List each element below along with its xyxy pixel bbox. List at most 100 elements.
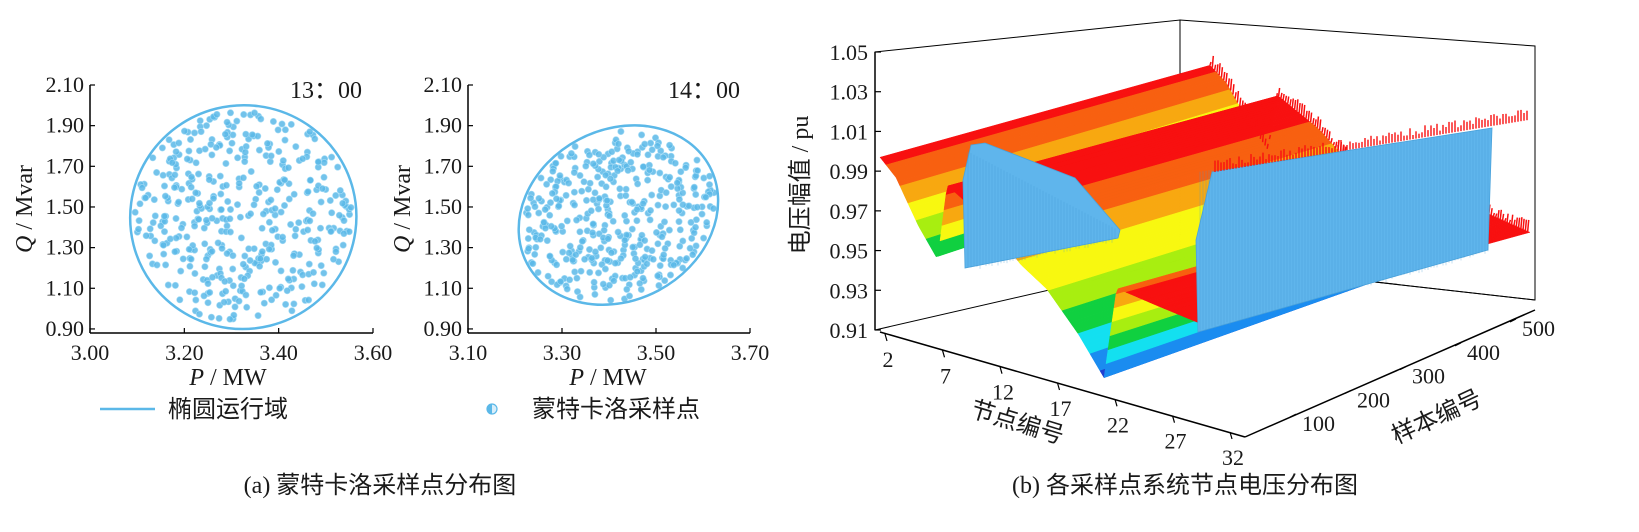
sample-point bbox=[218, 244, 226, 252]
sample-point bbox=[171, 184, 179, 192]
sample-point bbox=[227, 109, 235, 117]
sample-point bbox=[161, 228, 169, 236]
sample-point bbox=[187, 255, 195, 263]
sample-point bbox=[150, 196, 158, 204]
sample-point bbox=[667, 183, 675, 191]
sample-point bbox=[153, 261, 161, 269]
ridge-spike bbox=[1234, 92, 1237, 99]
sample-point bbox=[656, 262, 664, 270]
ridge-spike bbox=[1248, 113, 1251, 123]
sample-point bbox=[609, 217, 617, 225]
sample-point bbox=[317, 198, 325, 206]
sample-point bbox=[149, 154, 157, 162]
sample-point bbox=[685, 202, 693, 210]
sample-point bbox=[595, 150, 603, 158]
sample-point bbox=[305, 296, 313, 304]
sample-point bbox=[611, 259, 619, 267]
sample-point bbox=[221, 130, 229, 138]
sample-point bbox=[265, 218, 273, 226]
z-tick-label: 1.03 bbox=[830, 80, 869, 105]
sample-point bbox=[191, 289, 199, 297]
sample-point bbox=[206, 288, 214, 296]
sample-point bbox=[278, 120, 286, 128]
sample-point bbox=[629, 243, 637, 251]
sample-point bbox=[165, 136, 173, 144]
sample-point bbox=[309, 210, 317, 218]
sample-point bbox=[239, 174, 247, 182]
sample-point bbox=[641, 237, 649, 245]
y-tick-label: 1.10 bbox=[424, 275, 463, 300]
sample-point bbox=[263, 140, 271, 148]
sample-point bbox=[320, 173, 328, 181]
sample-point bbox=[247, 168, 255, 176]
sample-point bbox=[576, 293, 584, 301]
ridge-spike bbox=[1273, 104, 1276, 114]
voltage-surface-3d: 1.051.031.010.990.970.950.930.91 2712172… bbox=[787, 19, 1555, 470]
sample-point bbox=[585, 246, 593, 254]
sample-point bbox=[594, 205, 602, 213]
ridge-spike bbox=[1522, 218, 1525, 230]
sample-point bbox=[254, 312, 262, 320]
sample-point bbox=[673, 179, 681, 187]
sample-point bbox=[290, 190, 298, 198]
z-axis-label: 电压幅值 / pu bbox=[787, 116, 814, 255]
sample-point bbox=[599, 280, 607, 288]
sample-point bbox=[594, 173, 602, 181]
ridge-spike bbox=[1506, 213, 1509, 223]
scatter-points-1300 bbox=[131, 109, 355, 323]
sample-point bbox=[284, 164, 292, 172]
sample-point bbox=[201, 263, 209, 271]
sample-point bbox=[675, 195, 683, 203]
sample-point bbox=[524, 235, 532, 243]
sample-point bbox=[536, 235, 544, 243]
sample-tick-label: 200 bbox=[1357, 387, 1390, 412]
ridge-spike bbox=[1261, 130, 1265, 143]
y-tick-label: 1.90 bbox=[46, 113, 85, 138]
sample-point bbox=[146, 225, 154, 233]
sample-point bbox=[222, 160, 230, 168]
ridge-spike bbox=[1497, 210, 1500, 219]
sample-point bbox=[226, 147, 234, 155]
sample-point bbox=[340, 230, 348, 238]
sample-point bbox=[582, 162, 590, 170]
sample-point bbox=[679, 201, 687, 209]
sample-point bbox=[588, 229, 596, 237]
sample-point bbox=[306, 176, 314, 184]
sample-point bbox=[229, 265, 237, 273]
ridge-spike bbox=[1250, 118, 1253, 126]
ridge-spike bbox=[1499, 209, 1503, 220]
sample-point bbox=[327, 228, 335, 236]
sample-point bbox=[591, 290, 599, 298]
sample-point bbox=[179, 255, 187, 263]
sample-point bbox=[589, 220, 597, 228]
sample-point bbox=[142, 194, 150, 202]
sample-point bbox=[584, 185, 592, 193]
sample-point bbox=[666, 271, 674, 279]
sample-point bbox=[570, 201, 578, 209]
ridge-spike bbox=[1300, 103, 1304, 115]
time-annotation-1300: 13：00 bbox=[290, 78, 362, 104]
y-tick-label: 0.90 bbox=[46, 316, 85, 341]
sample-point bbox=[168, 159, 176, 167]
x-ticks-1400: 3.10 3.30 3.50 3.70 bbox=[449, 328, 769, 365]
ridge-spike bbox=[1289, 99, 1292, 106]
sample-point bbox=[318, 281, 326, 289]
sample-point bbox=[222, 287, 230, 295]
sample-point bbox=[284, 275, 292, 283]
ridge-spike bbox=[1236, 90, 1240, 103]
sample-point bbox=[628, 198, 636, 206]
sample-point bbox=[652, 229, 660, 237]
z-tick-label: 0.95 bbox=[830, 239, 869, 264]
sample-point bbox=[607, 296, 615, 304]
sample-point bbox=[196, 147, 204, 155]
sample-point bbox=[691, 223, 699, 231]
x-tick-label: 3.30 bbox=[543, 340, 582, 365]
sample-point bbox=[646, 216, 654, 224]
y-axis-label-sample: 样本编号 bbox=[1388, 385, 1486, 450]
sample-point bbox=[216, 172, 224, 180]
sample-point bbox=[281, 136, 289, 144]
sample-point bbox=[633, 150, 641, 158]
sample-point bbox=[576, 172, 584, 180]
sample-point bbox=[204, 299, 212, 307]
sample-point bbox=[569, 256, 577, 264]
